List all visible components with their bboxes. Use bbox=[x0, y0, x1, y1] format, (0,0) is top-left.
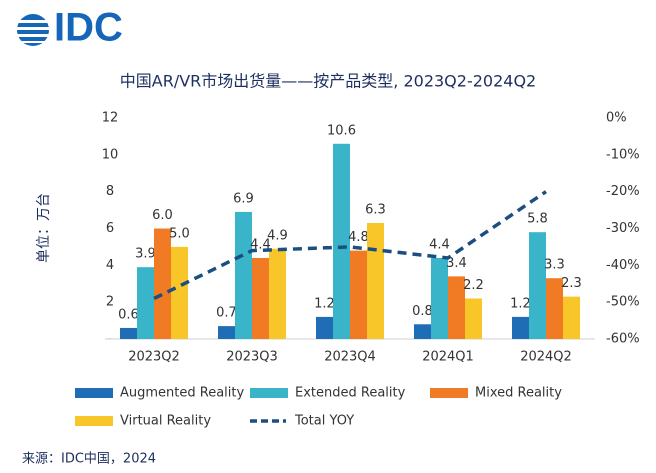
y-tick-label: 6 bbox=[106, 221, 114, 236]
bar bbox=[448, 276, 465, 339]
bar bbox=[333, 143, 350, 339]
legend-label: Virtual Reality bbox=[120, 414, 211, 429]
bar bbox=[529, 232, 546, 339]
value-label: 5.0 bbox=[169, 226, 190, 241]
x-tick-label: 2023Q4 bbox=[324, 350, 376, 365]
y2-tick-label: -40% bbox=[606, 258, 640, 273]
bar bbox=[120, 327, 137, 339]
legend-label: Mixed Reality bbox=[475, 386, 562, 401]
x-tick-label: 2024Q2 bbox=[520, 350, 572, 365]
bar bbox=[367, 222, 384, 339]
y2-tick-label: -60% bbox=[606, 332, 640, 347]
bar bbox=[546, 278, 563, 339]
x-tick-label: 2023Q2 bbox=[128, 350, 180, 365]
legend-swatch bbox=[430, 388, 468, 398]
value-label: 4.9 bbox=[267, 228, 288, 243]
legend-swatch bbox=[250, 388, 288, 398]
bar bbox=[171, 246, 188, 339]
value-label: 0.8 bbox=[412, 304, 433, 319]
bar bbox=[218, 326, 235, 339]
line bbox=[153, 190, 547, 301]
value-label: 1.2 bbox=[510, 296, 531, 311]
legend-label: Augmented Reality bbox=[120, 386, 244, 401]
y2-tick-label: 0% bbox=[606, 111, 627, 126]
value-label: 4.8 bbox=[348, 230, 369, 245]
legend-swatch bbox=[75, 388, 113, 398]
y-tick-label: 2 bbox=[106, 295, 114, 310]
value-label: 4.4 bbox=[429, 237, 450, 252]
value-label: 5.8 bbox=[527, 212, 548, 227]
y2-tick-label: -20% bbox=[606, 184, 640, 199]
value-label: 6.3 bbox=[365, 202, 386, 217]
x-tick-label: 2024Q1 bbox=[422, 350, 474, 365]
value-label: 3.4 bbox=[446, 256, 467, 271]
y2-tick-label: -50% bbox=[606, 295, 640, 310]
y2-tick-label: -10% bbox=[606, 147, 640, 162]
value-label: 10.6 bbox=[327, 123, 356, 138]
bar bbox=[154, 228, 171, 339]
value-label: 6.9 bbox=[233, 191, 254, 206]
bar bbox=[316, 316, 333, 339]
bar bbox=[563, 296, 580, 339]
x-tick-label: 2023Q3 bbox=[226, 350, 278, 365]
bar bbox=[512, 316, 529, 339]
value-label: 3.3 bbox=[544, 258, 565, 273]
value-label: 2.3 bbox=[561, 276, 582, 291]
bar bbox=[465, 298, 482, 339]
y-tick-label: 12 bbox=[102, 111, 119, 126]
value-label: 0.7 bbox=[216, 306, 237, 321]
y-tick-label: 4 bbox=[106, 258, 114, 273]
y2-tick-label: -30% bbox=[606, 221, 640, 236]
bar bbox=[269, 248, 286, 339]
value-label: 6.0 bbox=[152, 208, 173, 223]
bar bbox=[350, 250, 367, 339]
bar bbox=[235, 211, 252, 339]
chart-title: 中国AR/VR市场出货量——按产品类型, 2023Q2-2024Q2 bbox=[120, 72, 536, 91]
bar bbox=[414, 324, 431, 339]
bar bbox=[431, 257, 448, 339]
y-axis-label: 单位：万台 bbox=[36, 193, 52, 263]
bar bbox=[252, 257, 269, 339]
legend-label: Extended Reality bbox=[295, 386, 406, 401]
bar bbox=[137, 267, 154, 339]
logo: IDC bbox=[54, 6, 123, 50]
value-label: 2.2 bbox=[463, 278, 484, 293]
source: 来源：IDC中国，2024 bbox=[22, 452, 156, 467]
y-tick-label: 8 bbox=[106, 184, 114, 199]
legend-swatch bbox=[75, 416, 113, 426]
value-label: 1.2 bbox=[314, 296, 335, 311]
value-label: 0.6 bbox=[118, 307, 139, 322]
legend-label: Total YOY bbox=[294, 414, 354, 429]
y-tick-label: 10 bbox=[102, 147, 119, 162]
value-label: 3.9 bbox=[135, 247, 156, 262]
logo-icon bbox=[15, 14, 51, 46]
